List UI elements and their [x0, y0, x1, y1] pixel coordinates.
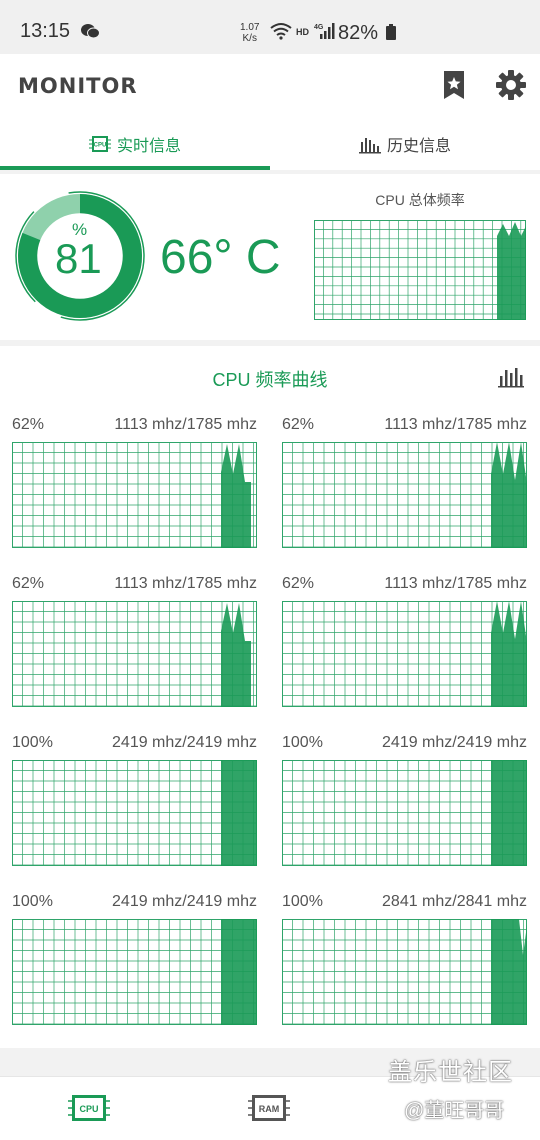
graph-fill — [491, 601, 527, 707]
nav-ram-button[interactable]: RAM — [248, 1093, 290, 1123]
graph-grid — [282, 760, 527, 866]
graph-grid — [12, 442, 257, 548]
graph-grid — [282, 601, 527, 707]
core-frequency: 2841 mhz/2841 mhz — [382, 893, 527, 910]
graph-grid — [282, 919, 527, 1025]
network-type-label: 4G — [314, 24, 324, 31]
total-frequency-label: CPU 总体频率 — [375, 192, 465, 208]
nav-cpu-button[interactable]: CPU — [68, 1093, 110, 1123]
graph-fill — [221, 919, 257, 1025]
settings-gear-icon[interactable] — [496, 70, 526, 100]
bottom-navigation: CPU RAM — [0, 1076, 540, 1140]
core-graph — [282, 760, 527, 866]
watermark-author: @董旺哥哥 — [404, 1100, 505, 1122]
core-graph — [282, 601, 527, 707]
cpu-overview-card: % 81 66° C CPU 总体频率 — [0, 174, 540, 340]
cpu-temperature: 66° C — [160, 231, 281, 284]
graph-fill — [491, 442, 527, 548]
total-frequency-graph — [314, 220, 526, 320]
nav-cpu-label: CPU — [79, 1104, 98, 1114]
core-frequency: 2419 mhz/2419 mhz — [382, 734, 527, 751]
svg-text:CPU: CPU — [94, 143, 107, 149]
core-graph — [282, 442, 527, 548]
hd-badge: HD — [296, 27, 309, 37]
app-title: MONITOR — [18, 74, 138, 98]
cpu-chip-icon: CPU — [88, 136, 111, 152]
graph-grid — [314, 220, 526, 320]
core-frequency: 1113 mhz/1785 mhz — [384, 575, 527, 592]
wechat-icon — [81, 24, 100, 39]
graph-fill — [221, 603, 251, 707]
core-graph — [12, 442, 257, 548]
core-usage: 62% — [282, 575, 315, 592]
battery-percent: 82% — [338, 22, 379, 44]
tab-realtime-label: 实时信息 — [116, 138, 181, 155]
tab-indicator — [0, 166, 270, 170]
core-frequency-card: CPU 频率曲线 62% 1113 mhz/1785 mhz 62% 1113 … — [0, 346, 540, 1048]
status-bar: 13:15 1.07 K/s HD 4G 82% — [0, 0, 540, 54]
graph-fill — [221, 444, 251, 548]
graph-fill — [491, 760, 527, 866]
core-usage: 100% — [12, 893, 53, 910]
favorite-star-icon[interactable] — [442, 71, 466, 99]
core-graph — [282, 919, 527, 1025]
watermark-forum: 盖乐世社区 — [388, 1059, 513, 1086]
core-graph — [12, 601, 257, 707]
status-time: 13:15 — [20, 20, 71, 42]
tab-history[interactable]: 历史信息 — [270, 118, 540, 170]
bar-chart-icon[interactable] — [498, 366, 524, 388]
core-frequency-title: CPU 频率曲线 — [212, 370, 328, 390]
core-frequency: 2419 mhz/2419 mhz — [112, 893, 257, 910]
cpu-usage-unit: % — [72, 220, 88, 239]
cpu-usage-gauge — [15, 191, 145, 321]
bar-chart-icon — [358, 138, 381, 154]
graph-fill — [497, 222, 526, 320]
graph-grid — [282, 442, 527, 548]
core-usage: 62% — [12, 416, 45, 433]
signal-icon: 4G — [314, 23, 335, 39]
core-frequency: 1113 mhz/1785 mhz — [114, 416, 257, 433]
core-usage: 100% — [282, 734, 323, 751]
graph-fill — [491, 919, 527, 1025]
core-frequency: 1113 mhz/1785 mhz — [114, 575, 257, 592]
nav-ram-label: RAM — [259, 1104, 280, 1114]
app-bar: MONITOR CPU 实时信息 — [0, 54, 540, 170]
graph-grid — [12, 919, 257, 1025]
core-usage: 62% — [282, 416, 315, 433]
network-speed-value: 1.07 — [240, 22, 260, 33]
core-graph — [12, 919, 257, 1025]
network-speed-unit: K/s — [242, 33, 257, 44]
graph-grid — [12, 760, 257, 866]
core-usage: 100% — [282, 893, 323, 910]
tab-realtime[interactable]: CPU 实时信息 — [0, 118, 270, 170]
tab-history-label: 历史信息 — [386, 138, 451, 155]
graph-grid — [12, 601, 257, 707]
graph-fill — [221, 760, 257, 866]
core-graph — [12, 760, 257, 866]
wifi-icon — [270, 23, 292, 40]
core-frequency: 1113 mhz/1785 mhz — [384, 416, 527, 433]
cpu-usage-gauge-fill — [18, 194, 142, 318]
battery-icon — [386, 24, 396, 40]
core-frequency: 2419 mhz/2419 mhz — [112, 734, 257, 751]
cpu-usage-value: 81 — [55, 235, 102, 282]
core-usage: 100% — [12, 734, 53, 751]
network-speed: 1.07 K/s — [240, 22, 259, 44]
core-usage: 62% — [12, 575, 45, 592]
